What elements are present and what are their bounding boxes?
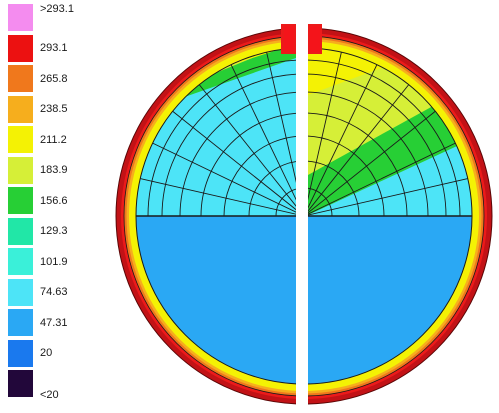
nozzle-right-inner (310, 26, 320, 52)
contour-band (308, 48, 472, 175)
mesh-line (248, 160, 296, 217)
mesh-line (308, 135, 385, 217)
legend-swatch (8, 95, 33, 123)
mesh-line (179, 91, 296, 217)
mesh-line (147, 59, 296, 217)
legend-label: 47.31 (40, 316, 68, 329)
legend-swatch (8, 126, 33, 153)
legend-label: <20 (40, 389, 59, 401)
mesh-outline (308, 27, 493, 405)
contour-band (308, 48, 472, 95)
mesh-line (200, 112, 296, 217)
legend-label: 129.3 (40, 225, 68, 237)
mesh-grid (308, 52, 472, 217)
mesh-line (266, 52, 296, 217)
legend-swatch (8, 248, 33, 275)
legend-swatch (8, 278, 33, 306)
color-legend: >293.1 293.1 265.8 238.5 211.2 183.9 156.6 129.… (0, 0, 110, 413)
mesh-line (308, 73, 447, 217)
legend-swatch (8, 217, 33, 245)
legend-swatch (8, 34, 33, 62)
legend-label: 101.9 (40, 255, 68, 268)
legend-label: 183.9 (40, 164, 68, 176)
mesh-outline (308, 47, 473, 385)
mesh-outline (135, 47, 296, 385)
legend-label: 293.1 (40, 42, 68, 54)
mesh-grid (136, 52, 296, 217)
mesh-line (308, 59, 461, 217)
mesh-outline (115, 27, 296, 405)
mesh-line (223, 135, 296, 217)
left-half-section (115, 27, 296, 405)
mesh-line (308, 160, 360, 217)
legend-label: 238.5 (40, 103, 68, 115)
mesh-outline (308, 35, 485, 397)
legend-label: 156.6 (40, 194, 68, 207)
legend-swatch (8, 339, 33, 367)
legend-label: 265.8 (40, 72, 68, 85)
legend-swatch (8, 4, 33, 31)
mesh-line (308, 187, 333, 217)
legend-swatch (8, 156, 33, 184)
legend-swatch (8, 65, 33, 92)
mesh-line (275, 187, 296, 217)
right-half-section (308, 27, 493, 405)
nozzle-left-inner (284, 26, 294, 52)
legend-label: >293.1 (40, 3, 74, 15)
legend-swatch (8, 187, 33, 214)
legend-label: 211.2 (40, 133, 67, 146)
legend-swatch (8, 370, 33, 397)
legend-label: 74.63 (40, 286, 68, 298)
mesh-line (308, 91, 429, 217)
legend-swatch (8, 309, 33, 336)
mesh-outline (123, 35, 296, 397)
mesh-line (161, 73, 296, 217)
legend-label: 20 (40, 347, 53, 359)
mesh-line (308, 112, 408, 217)
